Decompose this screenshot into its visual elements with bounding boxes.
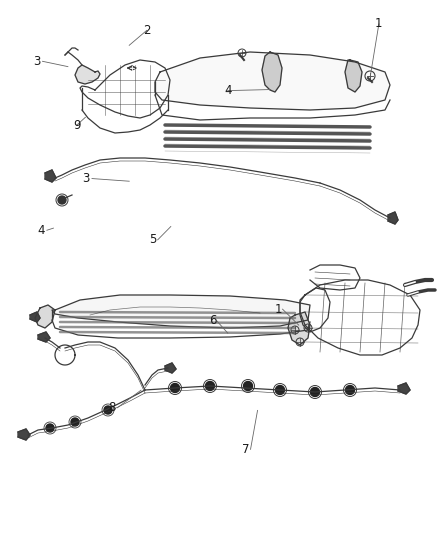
Text: 8: 8 bbox=[108, 401, 115, 414]
Circle shape bbox=[170, 384, 180, 392]
Polygon shape bbox=[165, 363, 176, 373]
Circle shape bbox=[104, 406, 112, 414]
Polygon shape bbox=[35, 305, 55, 328]
Polygon shape bbox=[155, 52, 390, 110]
Polygon shape bbox=[262, 52, 282, 92]
Circle shape bbox=[346, 385, 354, 394]
Circle shape bbox=[205, 382, 215, 391]
Text: 4: 4 bbox=[224, 84, 232, 97]
Text: 4: 4 bbox=[38, 224, 46, 237]
Circle shape bbox=[276, 385, 285, 394]
Text: 5: 5 bbox=[150, 233, 157, 246]
Polygon shape bbox=[345, 60, 362, 92]
Text: 2: 2 bbox=[143, 24, 151, 37]
Polygon shape bbox=[45, 170, 56, 182]
Circle shape bbox=[46, 424, 54, 432]
Text: 7: 7 bbox=[241, 443, 249, 456]
Text: 3: 3 bbox=[34, 55, 41, 68]
Circle shape bbox=[244, 382, 252, 391]
Circle shape bbox=[311, 387, 319, 397]
Text: 1: 1 bbox=[274, 303, 282, 316]
Polygon shape bbox=[18, 429, 30, 440]
Text: 3: 3 bbox=[82, 172, 89, 185]
Polygon shape bbox=[38, 332, 50, 342]
Text: 1: 1 bbox=[375, 18, 383, 30]
Circle shape bbox=[58, 196, 66, 204]
Text: 6: 6 bbox=[208, 314, 216, 327]
Polygon shape bbox=[398, 383, 410, 394]
Polygon shape bbox=[52, 295, 310, 328]
Polygon shape bbox=[388, 212, 398, 224]
Polygon shape bbox=[288, 312, 310, 345]
Polygon shape bbox=[30, 312, 40, 322]
Polygon shape bbox=[75, 65, 100, 84]
Circle shape bbox=[71, 418, 79, 426]
Polygon shape bbox=[128, 66, 136, 70]
Text: 9: 9 bbox=[73, 119, 81, 132]
